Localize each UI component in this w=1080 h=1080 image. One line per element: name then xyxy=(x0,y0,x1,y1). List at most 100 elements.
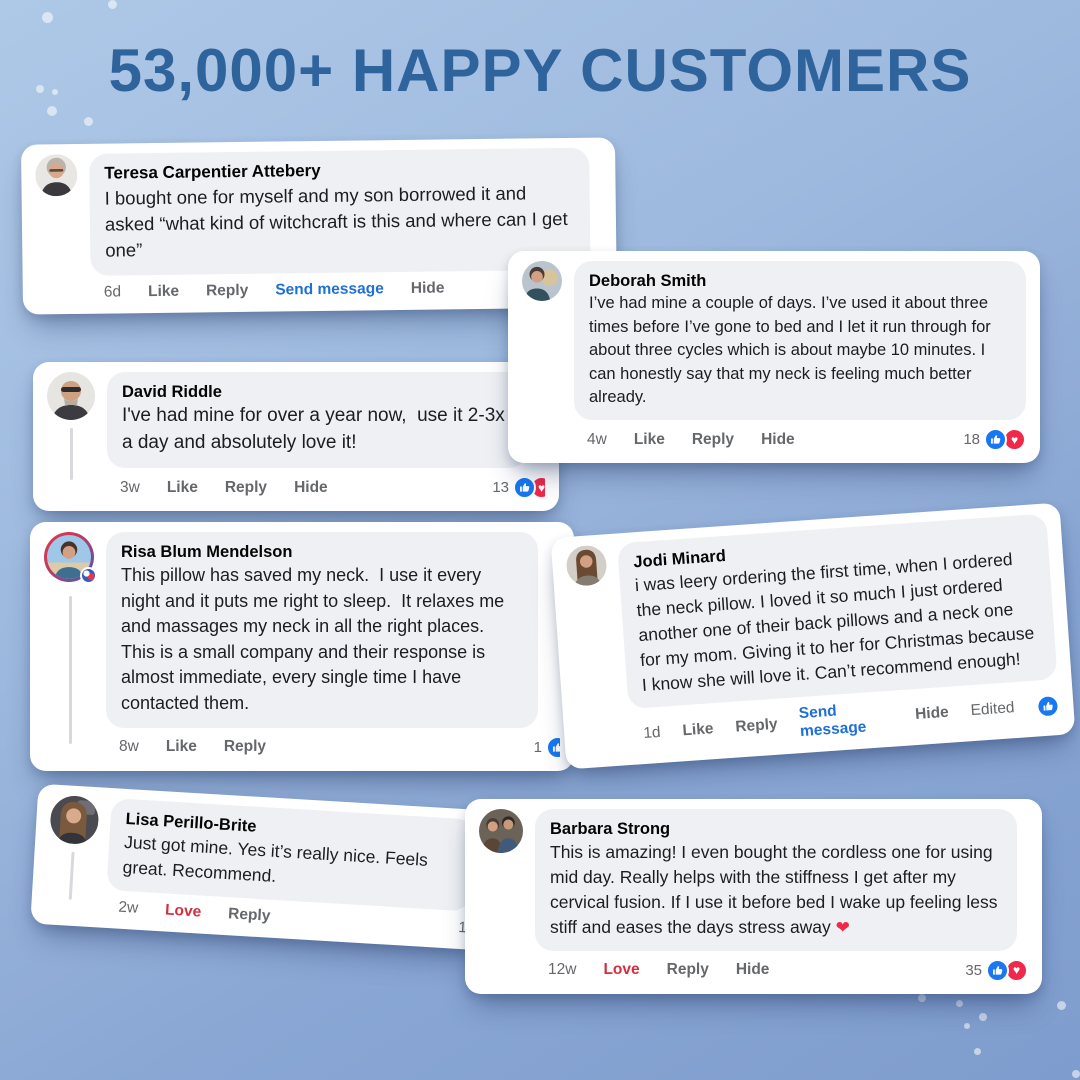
comment-card-barbara: Barbara Strong This is amazing! I even b… xyxy=(465,799,1042,994)
reaction-count: 1 xyxy=(533,738,542,756)
comment-card-deborah: Deborah Smith I’ve had mine a couple of … xyxy=(508,251,1040,464)
like-button[interactable]: Like xyxy=(166,478,198,496)
reply-button[interactable]: Reply xyxy=(223,738,267,756)
thread-line xyxy=(68,851,75,900)
timestamp: 3w xyxy=(120,478,140,496)
comment-actions: 1d Like Reply Send message Hide Edited xyxy=(629,688,1061,754)
comment-text: I bought one for myself and my son borro… xyxy=(104,182,573,262)
comment-card-lisa: Lisa Perillo-Brite Just got mine. Yes it… xyxy=(30,783,490,951)
sparkle-dot xyxy=(956,1000,963,1007)
hide-button[interactable]: Hide xyxy=(410,279,445,297)
send-message-button[interactable]: Send message xyxy=(275,279,384,299)
avatar[interactable] xyxy=(479,809,523,853)
comment-bubble: Barbara Strong This is amazing! I even b… xyxy=(535,809,1017,951)
thread-line xyxy=(69,596,72,744)
avatar[interactable] xyxy=(47,372,95,420)
reply-button[interactable]: Reply xyxy=(227,905,271,925)
reaction-count: 35 xyxy=(965,961,982,979)
like-button[interactable]: Like xyxy=(165,738,197,756)
avatar[interactable] xyxy=(522,261,562,301)
like-reaction-icon xyxy=(513,476,536,500)
timestamp: 6d xyxy=(103,283,122,301)
hide-button[interactable]: Hide xyxy=(761,430,795,448)
commenter-name[interactable]: Deborah Smith xyxy=(589,272,707,290)
reply-button[interactable]: Reply xyxy=(666,961,709,979)
avatar[interactable] xyxy=(49,794,100,846)
commenter-name[interactable]: Barbara Strong xyxy=(550,820,671,838)
send-message-button[interactable]: Send message xyxy=(798,703,867,741)
reaction-count: 18 xyxy=(963,431,980,449)
sparkle-dot xyxy=(918,994,926,1002)
sparkle-dot xyxy=(84,117,93,126)
hide-button[interactable]: Hide xyxy=(914,704,950,724)
avatar[interactable] xyxy=(44,532,97,584)
reply-button[interactable]: Reply xyxy=(691,430,735,448)
heart-emoji-icon: ❤ xyxy=(835,917,850,937)
comment-card-teresa: Teresa Carpentier Attebery I bought one … xyxy=(20,137,618,315)
avatar-badge-icon xyxy=(80,567,97,584)
edited-label: Edited xyxy=(970,699,1016,720)
reaction-summary[interactable] xyxy=(1035,693,1061,719)
reaction-summary[interactable]: 35 ♥ xyxy=(965,958,1028,982)
reaction-count: 13 xyxy=(492,479,509,497)
like-button[interactable]: Like xyxy=(681,720,715,740)
page-title: 53,000+ HAPPY CUSTOMERS xyxy=(108,37,972,104)
sparkle-dot xyxy=(974,1048,981,1055)
timestamp: 4w xyxy=(587,430,607,448)
reaction-summary[interactable]: 1 xyxy=(533,735,560,759)
hide-button[interactable]: Hide xyxy=(735,961,770,979)
comment-text-body: This is amazing! I even bought the cordl… xyxy=(550,842,1003,937)
comment-bubble: Deborah Smith I’ve had mine a couple of … xyxy=(574,261,1026,421)
like-reaction-icon xyxy=(1035,693,1061,719)
sparkle-dot xyxy=(964,1023,970,1029)
comment-bubble: David Riddle I've had mine for over a ye… xyxy=(107,372,527,469)
like-reaction-icon xyxy=(986,958,1009,982)
avatar-ring xyxy=(44,532,94,582)
timestamp: 2w xyxy=(117,898,139,917)
comment-text: This is amazing! I even bought the cordl… xyxy=(550,840,1002,940)
love-button[interactable]: Love xyxy=(603,961,640,979)
comment-actions: 8w Like Reply 1 xyxy=(106,735,560,759)
reply-button[interactable]: Reply xyxy=(734,716,779,737)
avatar[interactable] xyxy=(35,153,78,197)
reaction-summary[interactable]: 13 ♥ xyxy=(492,476,545,500)
commenter-name[interactable]: Risa Blum Mendelson xyxy=(121,543,293,561)
like-reaction-icon xyxy=(546,735,560,759)
comment-text: This pillow has saved my neck. I use it … xyxy=(121,565,510,713)
comment-bubble: Risa Blum Mendelson This pillow has save… xyxy=(106,532,538,728)
sparkle-dot xyxy=(979,1013,987,1021)
comment-actions: 3w Like Reply Hide 13 ♥ xyxy=(107,476,545,500)
comment-bubble: Lisa Perillo-Brite Just got mine. Yes it… xyxy=(106,798,476,912)
sparkle-dot xyxy=(36,85,44,93)
comment-text: I've had mine for over a year now, use i… xyxy=(122,405,505,454)
comment-bubble: Jodi Minard i was leery ordering the fir… xyxy=(617,513,1058,710)
comment-actions: 4w Like Reply Hide 18 ♥ xyxy=(574,428,1026,452)
like-button[interactable]: Like xyxy=(633,430,665,448)
sparkle-dot xyxy=(108,0,117,9)
timestamp: 1d xyxy=(642,724,662,743)
comment-card-jodi: Jodi Minard i was leery ordering the fir… xyxy=(550,502,1076,770)
comment-card-risa: Risa Blum Mendelson This pillow has save… xyxy=(30,522,574,771)
like-reaction-icon xyxy=(984,428,1007,452)
timestamp: 8w xyxy=(119,738,139,756)
love-reaction-icon: ♥ xyxy=(1005,958,1028,982)
reply-button[interactable]: Reply xyxy=(224,478,268,496)
comment-text: i was leery ordering the first time, whe… xyxy=(634,548,1040,695)
thread-line xyxy=(70,428,73,480)
avatar[interactable] xyxy=(565,544,608,587)
sparkle-dot xyxy=(47,106,57,116)
hide-button[interactable]: Hide xyxy=(294,478,328,496)
reaction-summary[interactable]: 18 ♥ xyxy=(963,428,1026,452)
comment-text: I’ve had mine a couple of days. I’ve use… xyxy=(589,294,996,406)
comment-actions: 12w Love Reply Hide 35 ♥ xyxy=(535,958,1028,982)
timestamp: 12w xyxy=(548,961,577,979)
sparkle-dot xyxy=(1072,1070,1080,1078)
reply-button[interactable]: Reply xyxy=(205,281,249,300)
sparkle-dot xyxy=(42,12,53,23)
love-button[interactable]: Love xyxy=(164,901,202,921)
commenter-name[interactable]: David Riddle xyxy=(122,383,222,401)
sparkle-dot xyxy=(52,89,58,95)
like-button[interactable]: Like xyxy=(147,282,180,300)
comment-card-david: David Riddle I've had mine for over a ye… xyxy=(33,362,559,512)
